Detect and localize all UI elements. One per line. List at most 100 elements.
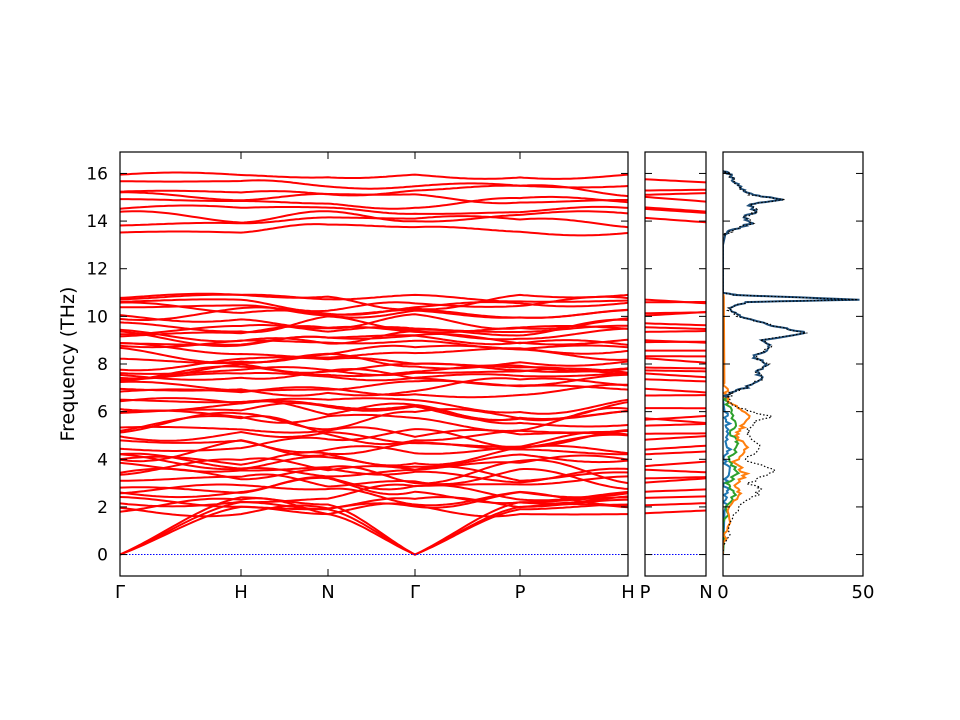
- band-line: [120, 333, 628, 346]
- x-tick-label: P: [515, 582, 526, 603]
- x-tick-label: 50: [852, 582, 875, 603]
- dos-series-line: [723, 170, 860, 399]
- y-tick-label: 0: [97, 546, 108, 566]
- band-line: [645, 435, 706, 441]
- band-line: [645, 387, 706, 394]
- y-tick-label: 12: [86, 260, 108, 280]
- band-line: [645, 509, 706, 515]
- band-line: [120, 457, 628, 482]
- band-line: [120, 195, 628, 210]
- y-tick-label: 8: [97, 355, 108, 375]
- band-line: [645, 178, 706, 184]
- x-tick-label: Γ: [115, 582, 125, 603]
- band-line: [645, 311, 706, 315]
- band-line: [645, 188, 706, 192]
- band-line: [120, 293, 628, 303]
- dos-panel-ticks: 0 50: [717, 152, 874, 603]
- y-axis-label: Frequency (THz): [57, 287, 79, 442]
- band-line: [120, 327, 628, 345]
- band-line: [120, 430, 628, 455]
- band-line: [645, 460, 706, 468]
- band-line: [645, 488, 706, 493]
- dos-series-line: [723, 292, 751, 555]
- y-tick-label: 16: [86, 164, 108, 184]
- band-line: [645, 326, 706, 330]
- band-line: [120, 429, 628, 448]
- band-line: [645, 195, 706, 203]
- band-line: [120, 171, 628, 180]
- band-line: [120, 425, 628, 438]
- dos-lines: [723, 170, 860, 555]
- band-lines-segment: [645, 178, 706, 556]
- band-line: [645, 207, 706, 214]
- band-line: [645, 444, 706, 451]
- band-line: [120, 210, 628, 224]
- band-line: [120, 356, 628, 373]
- band-line: [645, 322, 706, 327]
- band-line: [120, 483, 628, 507]
- y-tick-label: 6: [97, 403, 108, 423]
- band-line: [645, 495, 706, 499]
- band-line: [120, 372, 628, 382]
- band-line: [120, 339, 628, 351]
- band-line: [120, 366, 628, 377]
- x-tick-label: H: [621, 582, 635, 603]
- x-tick-label: 0: [717, 582, 728, 603]
- band-line: [120, 497, 628, 518]
- band-line: [120, 468, 628, 490]
- x-tick-label: H: [234, 582, 248, 603]
- band-line: [645, 502, 706, 507]
- band-line: [120, 318, 628, 337]
- band-line: [120, 402, 628, 422]
- dos-panel: 0 50: [717, 151, 874, 603]
- y-tick-label: 14: [86, 212, 108, 232]
- band-panel-main: 0 2 4 6 8 10 12 14 16 Γ H N Γ P H Frequency (THz): [57, 151, 635, 603]
- band-line: [645, 477, 706, 484]
- band-line: [120, 407, 628, 433]
- band-line: [120, 179, 628, 190]
- band-line: [120, 184, 628, 198]
- band-line: [120, 362, 628, 380]
- band-line: [120, 313, 628, 330]
- band-line: [645, 378, 706, 383]
- band-line: [120, 204, 628, 215]
- band-line: [120, 342, 628, 359]
- x-tick-label: P: [640, 582, 651, 603]
- band-line: [645, 216, 706, 224]
- band-line: [120, 503, 628, 556]
- band-line: [120, 400, 628, 428]
- band-line: [120, 367, 628, 387]
- band-line: [120, 476, 628, 505]
- band-line: [120, 496, 628, 518]
- band-line: [645, 357, 706, 364]
- band-line: [120, 397, 628, 415]
- x-tick-label: N: [321, 582, 334, 603]
- band-line: [120, 300, 628, 316]
- band-line: [120, 414, 628, 446]
- band-line: [120, 315, 628, 334]
- band-line: [120, 441, 628, 466]
- band-line: [645, 369, 706, 373]
- band-lines-main: [120, 171, 628, 556]
- band-line: [120, 304, 628, 319]
- band-line: [645, 476, 706, 480]
- band-line: [645, 417, 706, 424]
- band-line: [645, 372, 706, 379]
- y-tick-label: 4: [97, 450, 108, 470]
- band-line: [645, 422, 706, 427]
- dos-series-line: [723, 170, 858, 555]
- y-tick-label: 2: [97, 498, 108, 518]
- band-line: [120, 377, 628, 397]
- band-line: [645, 206, 706, 213]
- dos-series-line: [723, 399, 733, 555]
- band-line: [120, 452, 628, 478]
- x-tick-label: N: [699, 582, 712, 603]
- band-line: [120, 295, 628, 313]
- band-line: [645, 339, 706, 344]
- band-line: [645, 330, 706, 333]
- y-tick-label: 10: [86, 307, 108, 327]
- x-tick-label: Γ: [410, 582, 420, 603]
- band-line: [120, 475, 628, 494]
